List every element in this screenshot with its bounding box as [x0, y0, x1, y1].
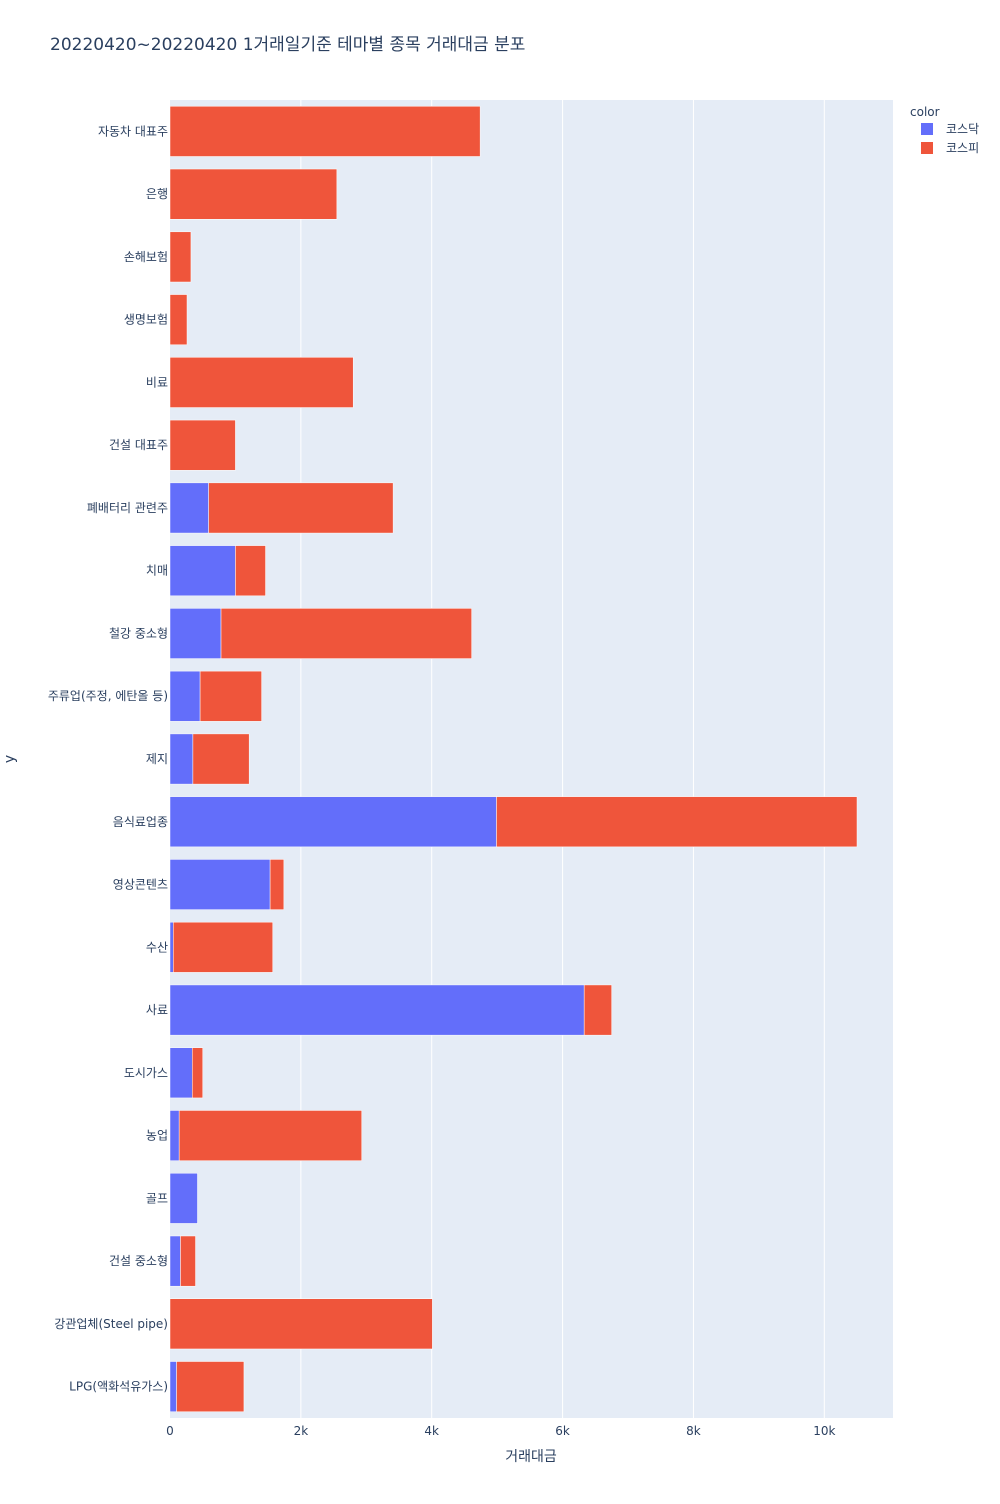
bar-코스피-16[interactable]: [178, 1110, 362, 1161]
y-tick-label-6: 폐배터리 관련주: [87, 501, 168, 515]
y-tick-label-7: 치매: [146, 564, 168, 578]
y-tick-label-11: 음식료업종: [113, 815, 168, 829]
bar-코스피-13[interactable]: [173, 921, 273, 973]
bar-코스피-7[interactable]: [235, 545, 266, 597]
y-tick-label-3: 생명보험: [124, 313, 168, 327]
bar-코스닥-17[interactable]: [169, 1172, 198, 1224]
y-tick-label-0: 자동차 대표주: [98, 124, 168, 138]
legend-title: color: [910, 105, 940, 119]
legend-label-0[interactable]: 코스닥: [946, 122, 979, 136]
bar-코스닥-16[interactable]: [169, 1110, 180, 1161]
bar-layer: [169, 106, 858, 1412]
x-axis-ticks: 0 2k 4k 6k 8k 10k: [166, 1424, 835, 1438]
gridlines: [300, 100, 825, 1418]
y-tick-label-16: 농업: [146, 1129, 168, 1143]
bar-코스피-1[interactable]: [169, 168, 338, 220]
y-tick-label-9: 주류업(주정, 에탄올 등): [48, 689, 168, 703]
y-tick-label-19: 강관업체(Steel pipe): [54, 1317, 168, 1331]
bar-코스피-18[interactable]: [180, 1235, 196, 1287]
bar-코스피-19[interactable]: [169, 1298, 433, 1350]
y-tick-label-13: 수산: [146, 940, 168, 954]
bar-코스피-8[interactable]: [220, 608, 472, 659]
bar-코스피-12[interactable]: [269, 859, 285, 910]
bar-코스피-5[interactable]: [169, 419, 236, 471]
bar-코스피-9[interactable]: [199, 670, 262, 722]
bar-코스피-10[interactable]: [192, 733, 250, 785]
legend-swatch-0[interactable]: [921, 123, 933, 135]
bar-코스닥-13[interactable]: [169, 921, 174, 973]
bar-코스닥-10[interactable]: [169, 733, 194, 785]
legend-swatch-1[interactable]: [921, 142, 933, 154]
bar-코스피-14[interactable]: [583, 984, 612, 1036]
bar-코스닥-8[interactable]: [169, 608, 222, 659]
bar-코스피-20[interactable]: [176, 1361, 245, 1412]
bar-코스닥-9[interactable]: [169, 670, 201, 722]
bar-코스피-2[interactable]: [169, 231, 192, 283]
bar-코스피-6[interactable]: [208, 482, 394, 534]
bar-코스피-4[interactable]: [169, 357, 354, 408]
bar-코스닥-14[interactable]: [169, 984, 585, 1036]
y-tick-label-18: 건설 중소형: [109, 1254, 168, 1268]
bar-코스피-15[interactable]: [191, 1047, 203, 1099]
y-tick-label-4: 비료: [146, 375, 168, 389]
y-tick-label-1: 은행: [146, 186, 168, 201]
bar-코스닥-15[interactable]: [169, 1047, 193, 1099]
bar-코스닥-7[interactable]: [169, 545, 236, 597]
y-tick-label-8: 철강 중소형: [109, 626, 168, 640]
bar-코스닥-11[interactable]: [169, 796, 497, 848]
chart-title: 20220420~20220420 1거래일기준 테마별 종목 거래대금 분포: [50, 35, 525, 55]
x-tick-label-4: 8k: [686, 1424, 701, 1438]
y-tick-label-10: 제지: [146, 752, 168, 766]
bar-코스닥-20[interactable]: [169, 1361, 177, 1412]
y-tick-label-14: 사료: [146, 1003, 168, 1017]
bar-코스피-11[interactable]: [496, 796, 858, 848]
y-tick-label-12: 영상콘텐츠: [113, 878, 168, 892]
x-tick-label-1: 2k: [294, 1424, 309, 1438]
y-tick-label-2: 손해보험: [124, 250, 168, 264]
y-tick-label-15: 도시가스: [124, 1066, 168, 1080]
y-tick-label-17: 골프: [146, 1191, 168, 1205]
y-tick-label-5: 건설 대표주: [109, 438, 168, 452]
x-tick-label-5: 10k: [813, 1424, 835, 1438]
bar-코스피-0[interactable]: [169, 106, 481, 157]
bar-코스피-3[interactable]: [169, 294, 188, 346]
x-tick-label-0: 0: [166, 1424, 174, 1438]
plot-area: [170, 100, 893, 1418]
y-tick-label-20: LPG(액화석유가스): [69, 1380, 168, 1394]
bar-코스닥-6[interactable]: [169, 482, 209, 534]
x-tick-label-3: 6k: [555, 1424, 570, 1438]
x-tick-label-2: 4k: [424, 1424, 439, 1438]
bar-코스닥-12[interactable]: [169, 859, 271, 910]
x-axis-title: 거래대금: [505, 1449, 557, 1465]
bar-코스닥-18[interactable]: [169, 1235, 181, 1287]
legend-label-1[interactable]: 코스피: [946, 141, 979, 155]
y-axis-title: y: [2, 755, 18, 763]
